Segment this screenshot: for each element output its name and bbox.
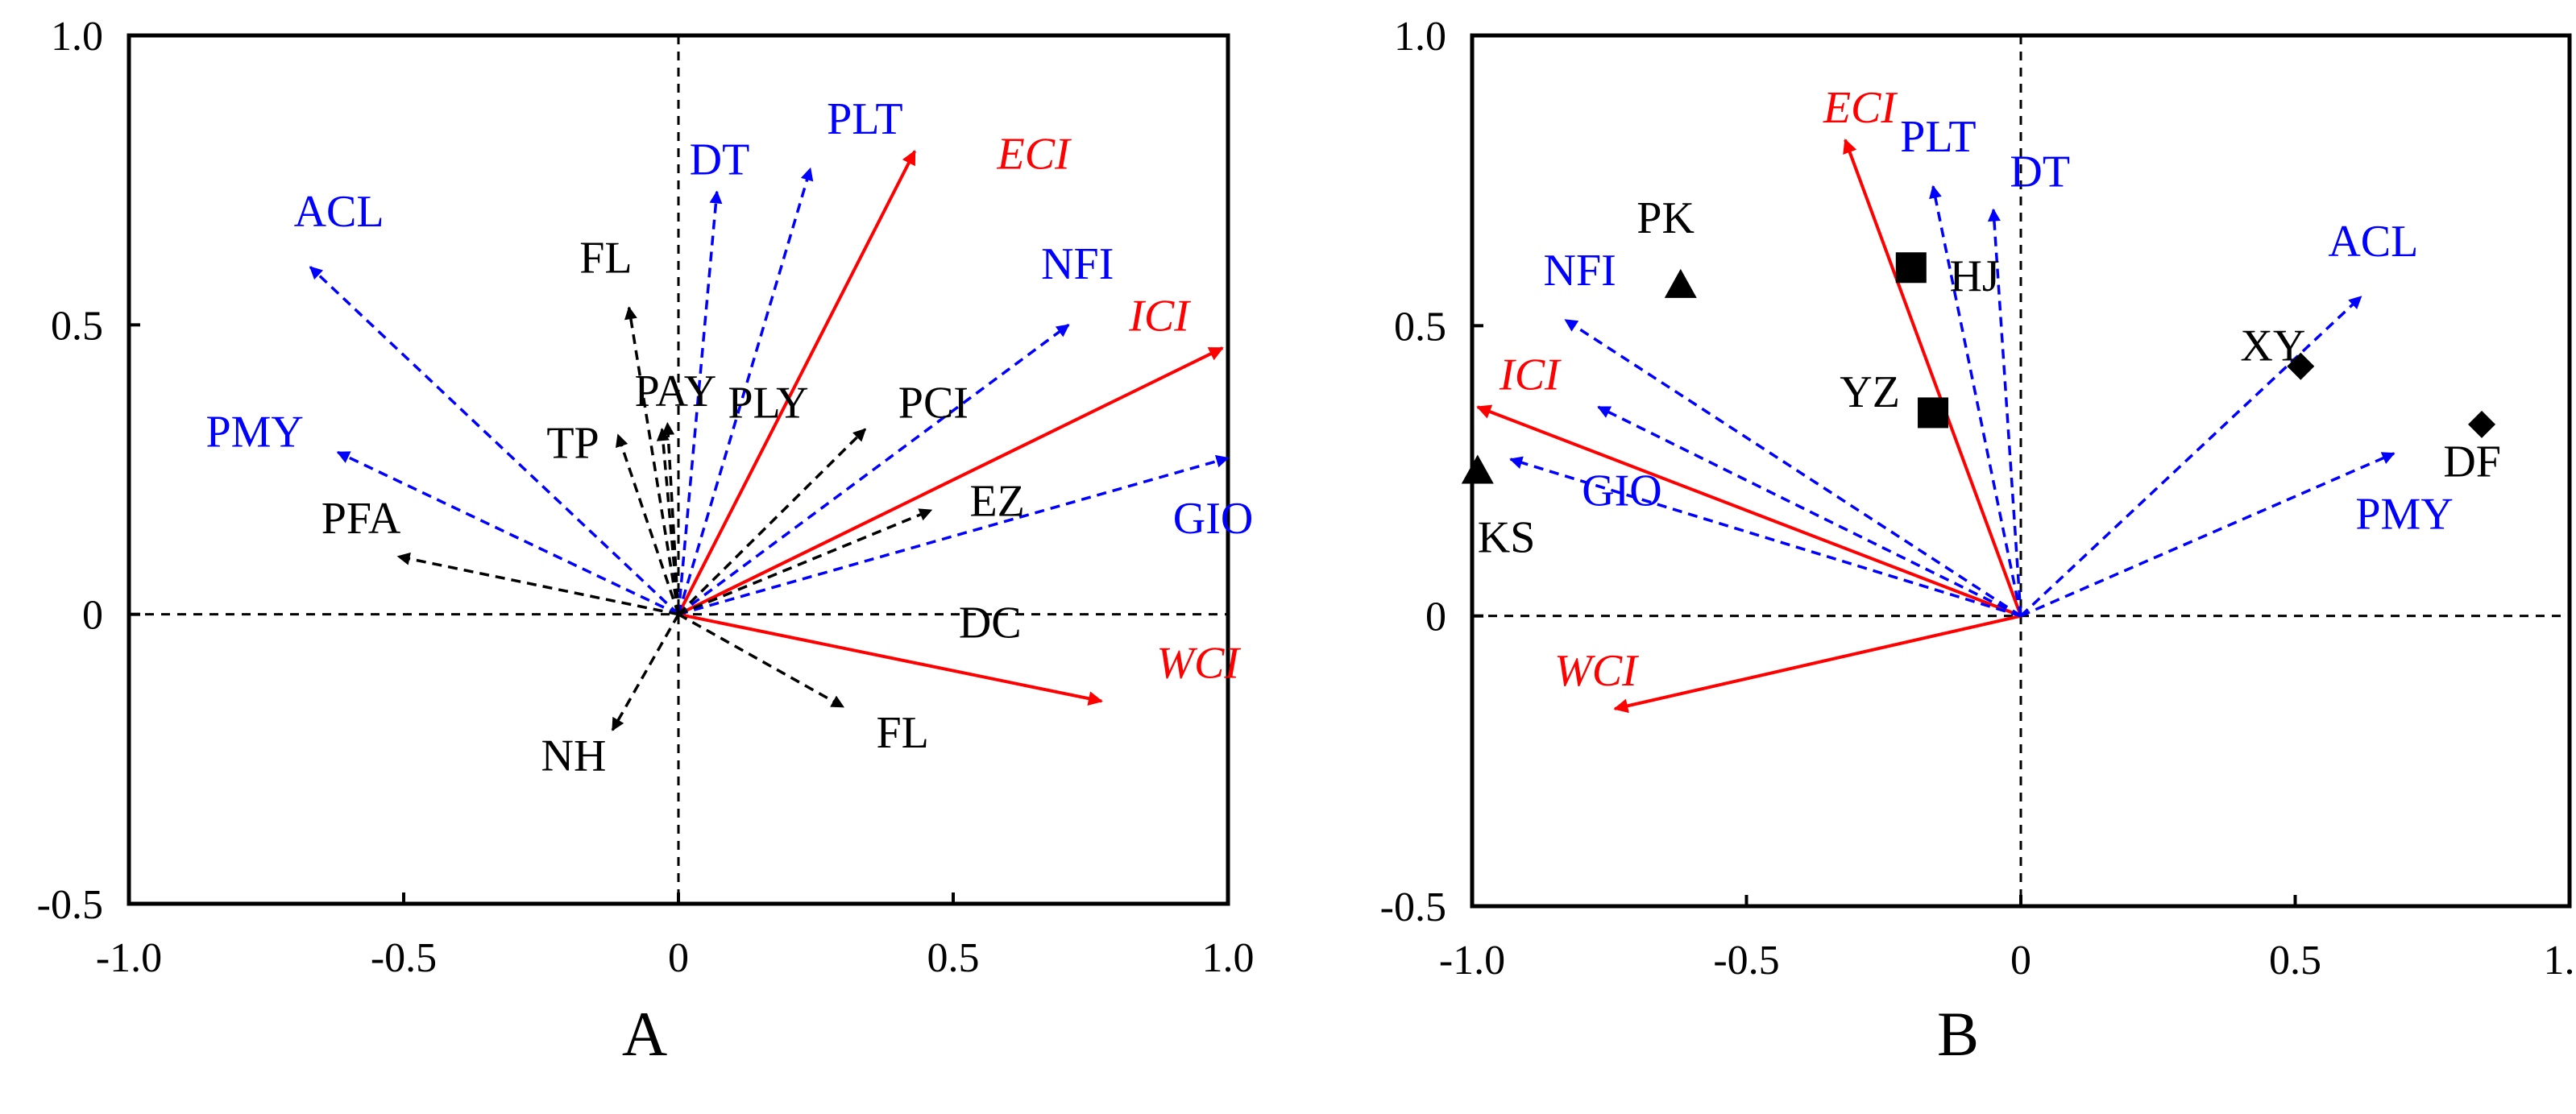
b-site-point-hj xyxy=(1895,252,1927,284)
a-y-tick-label: 0.5 xyxy=(51,303,103,349)
a-vector-label-ez: EZ xyxy=(969,476,1024,526)
a-vector-plt xyxy=(677,167,814,615)
b-vector-label-ici: ICI xyxy=(1499,350,1562,400)
b-site-label-ks: KS xyxy=(1478,512,1536,562)
b-panel-label: B xyxy=(1937,999,1979,1069)
a-x-tick-label: 0 xyxy=(668,935,689,981)
a-x-tick-label: -0.5 xyxy=(371,935,437,981)
b-site-point-ks xyxy=(1461,454,1494,484)
a-vector-label-pfa: PFA xyxy=(321,494,401,544)
a-vector-eci xyxy=(677,150,917,615)
a-vector-label-fl: FL xyxy=(579,234,632,284)
b-vector-label-dt: DT xyxy=(2010,147,2070,197)
b-vector-nfi xyxy=(1564,318,2022,618)
b-site-point-df xyxy=(2468,410,2496,438)
a-vector-label-nfi: NFI xyxy=(1041,239,1114,289)
b-x-tick-label: -0.5 xyxy=(1713,938,1779,984)
b-vector-gio xyxy=(1509,456,2022,618)
a-x-tick-label: 1.0 xyxy=(1202,935,1255,981)
b-site-point-yz xyxy=(1918,397,1949,429)
b-site-label-pk: PK xyxy=(1636,193,1695,243)
a-vector-label-eci: ECI xyxy=(997,129,1072,179)
b-vector-label-wci: WCI xyxy=(1554,646,1639,696)
a-vector-gio xyxy=(678,454,1230,616)
a-vector-label-dt: DT xyxy=(690,135,750,184)
a-vector-label-pay: PAY xyxy=(634,367,716,416)
a-text-label-dc: DC xyxy=(959,598,1022,648)
a-vector-pay xyxy=(662,421,680,615)
b-x-tick-label: 0.5 xyxy=(2269,938,2321,984)
a-vector-label-fl: FL xyxy=(877,708,929,758)
b-vector-label-plt: PLT xyxy=(1900,112,1976,162)
a-vector-ez xyxy=(678,508,933,616)
b-vector-eci xyxy=(1843,139,2022,617)
a-vector-label-plt: PLT xyxy=(827,94,902,144)
a-vector-ici xyxy=(678,346,1224,616)
b-vector-plt xyxy=(1929,184,2022,617)
a-vector-dt xyxy=(677,190,723,615)
b-site-point-pk xyxy=(1664,268,1697,298)
a-vector-nh xyxy=(611,613,680,731)
b-y-tick-label: -0.5 xyxy=(1380,884,1446,930)
b-vector-pmy xyxy=(2020,452,2396,618)
b-vector-label-pmy: PMY xyxy=(2355,490,2453,540)
a-vector-nfi xyxy=(677,323,1070,616)
a-vector-fl xyxy=(624,306,680,615)
a-vector-acl xyxy=(309,266,680,615)
a-y-tick-label: 1.0 xyxy=(51,14,103,60)
b-vector-acl xyxy=(2019,296,2362,617)
a-vector-label-nh: NH xyxy=(541,731,607,781)
b-vector-dt xyxy=(1987,208,2022,616)
b-vector-label-gio: GIO xyxy=(1582,466,1662,516)
a-vector-label-gio: GIO xyxy=(1173,494,1254,544)
b-y-tick-label: 0.5 xyxy=(1394,304,1446,350)
b-vector-label-nfi: NFI xyxy=(1544,246,1616,296)
a-y-tick-label: -0.5 xyxy=(37,882,103,928)
panel-a: -1.0 -0.5 0 0.5 1.0 -0.5 0 0.5 1.0 ECI ICI WCI DT PLT… xyxy=(37,14,1255,1069)
a-vector-label-pmy: PMY xyxy=(205,407,303,457)
a-vector-wci xyxy=(678,612,1103,706)
b-vector-unlabeled xyxy=(1597,405,2022,618)
a-vector-label-ply: PLY xyxy=(728,378,808,428)
a-vector-label-pci: PCI xyxy=(898,378,969,428)
a-vector-pmy xyxy=(336,450,679,616)
b-site-label-df: DF xyxy=(2443,437,2501,487)
b-vector-label-eci: ECI xyxy=(1823,83,1898,133)
b-x-tick-label: 1.0 xyxy=(2544,938,2576,984)
b-y-tick-label: 0 xyxy=(1425,594,1446,640)
a-y-tick-label: 0 xyxy=(82,593,103,639)
a-vector-pci xyxy=(677,428,867,615)
a-panel-label: A xyxy=(622,999,667,1069)
b-x-tick-label: -1.0 xyxy=(1439,938,1505,984)
b-vector-wci xyxy=(1613,614,2022,714)
b-site-label-hj: HJ xyxy=(1949,251,1999,301)
a-vector-ply xyxy=(656,428,680,615)
a-x-tick-label: 0.5 xyxy=(927,935,980,981)
b-site-label-yz: YZ xyxy=(1840,367,1900,417)
b-x-tick-label: 0 xyxy=(2010,938,2031,984)
b-vector-label-acl: ACL xyxy=(2328,217,2418,267)
b-site-point-xy xyxy=(2287,352,2315,380)
a-vector-label-ici: ICI xyxy=(1128,292,1191,342)
a-x-tick-label: -1.0 xyxy=(96,935,162,981)
a-vector-fl xyxy=(678,613,844,709)
b-site-label-xy: XY xyxy=(2240,321,2305,371)
a-vector-label-acl: ACL xyxy=(294,187,384,237)
b-vector-ici xyxy=(1476,404,2022,618)
panel-b: -1.0 -0.5 0 0.5 1.0 -0.5 0 0.5 1.0 ECI ICI WCI PLT DT… xyxy=(1380,14,2576,1069)
a-vector-label-tp: TP xyxy=(546,419,599,469)
a-vector-label-wci: WCI xyxy=(1156,639,1241,689)
b-y-tick-label: 1.0 xyxy=(1394,14,1446,60)
a-vector-pfa xyxy=(396,552,679,616)
